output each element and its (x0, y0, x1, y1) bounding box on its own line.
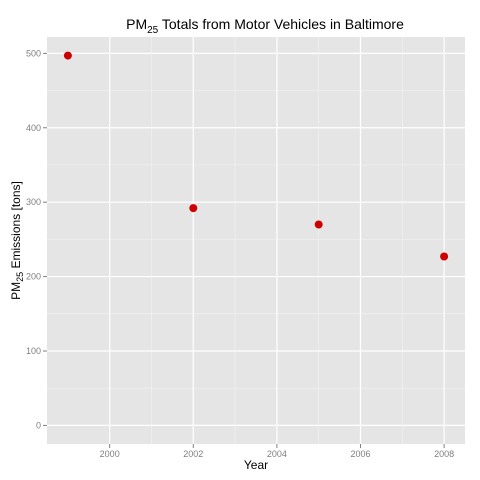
data-points (63, 51, 449, 261)
x-tick-label: 2006 (350, 449, 370, 459)
x-axis-ticks: 2000 2002 2004 2006 2008 (100, 444, 454, 459)
y-axis-ticks: 0 100 200 300 400 500 (26, 48, 47, 430)
y-tick-label: 500 (26, 48, 41, 58)
data-point (314, 220, 323, 229)
x-tick-label: 2000 (100, 449, 120, 459)
x-axis-title: Year (244, 458, 268, 472)
y-tick-label: 400 (26, 123, 41, 133)
y-tick-label: 200 (26, 272, 41, 282)
grid (47, 37, 465, 444)
y-axis-title: PM25 Emissions [tons] (9, 181, 25, 300)
chart-title: PM25 Totals from Motor Vehicles in Balti… (126, 16, 404, 36)
data-point (63, 51, 72, 60)
x-tick-label: 2008 (434, 449, 454, 459)
y-tick-label: 300 (26, 197, 41, 207)
y-tick-label: 100 (26, 346, 41, 356)
y-tick-label: 0 (36, 420, 41, 430)
data-point (440, 252, 449, 261)
x-tick-label: 2002 (183, 449, 203, 459)
x-tick-label: 2004 (267, 449, 287, 459)
plot-panel (47, 37, 465, 444)
data-point (189, 204, 198, 213)
